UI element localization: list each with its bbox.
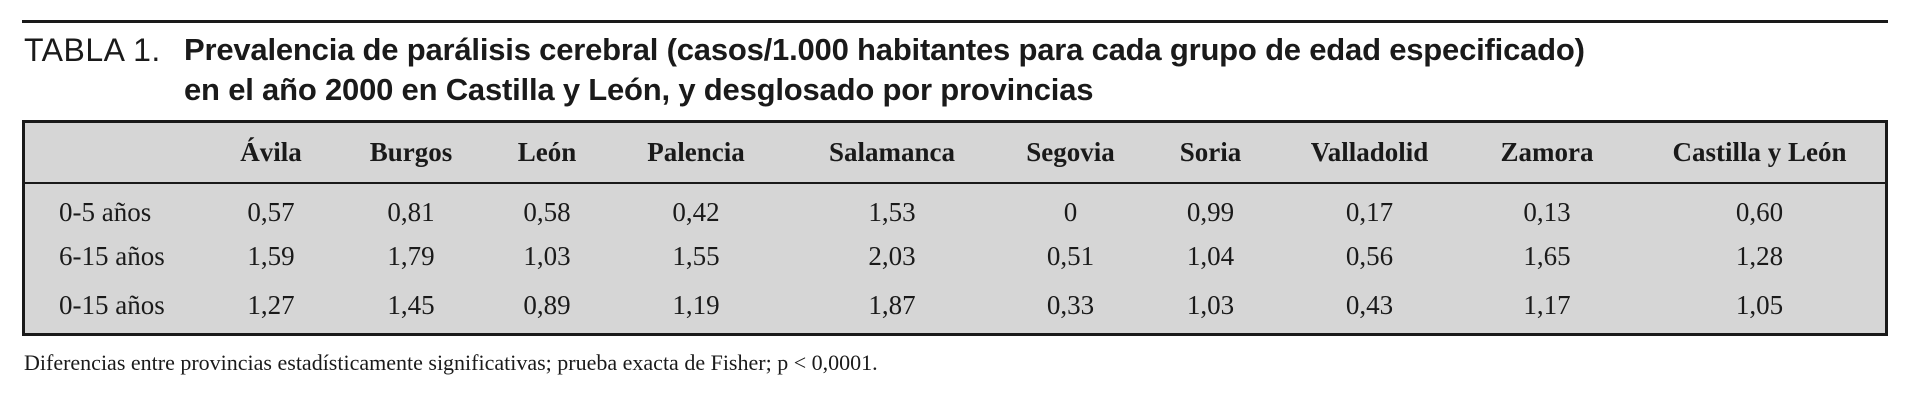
table-cell: 0 (1063, 196, 1078, 227)
table-cell: 0,17 (1345, 196, 1394, 227)
table-cell: 1,03 (1186, 290, 1235, 320)
table-number: TABLA 1. (24, 32, 161, 68)
table-cell: 0,81 (387, 196, 435, 227)
header-cell-salamanca: Salamanca (828, 137, 955, 167)
table-cell: 0,33 (1046, 290, 1095, 320)
table-cell: 0,13 (1523, 196, 1571, 227)
top-rule (22, 20, 1888, 23)
table-cell: 1,45 (387, 290, 435, 320)
table-cell: 0,56 (1345, 241, 1394, 271)
table-cell: 1,87 (868, 290, 916, 320)
table-cell: 0,42 (672, 196, 720, 227)
table-cell: 1,55 (672, 241, 720, 271)
prevalence-table: Ávila Burgos León Palencia Salamanca Seg… (22, 120, 1888, 336)
table-cell: 0,99 (1186, 196, 1235, 227)
table-caption: TABLA 1. Prevalencia de parálisis cerebr… (24, 30, 1884, 110)
table-cell: 1,03 (523, 241, 571, 271)
table-cell: 1,79 (387, 241, 435, 271)
header-cell-segovia: Segovia (1026, 137, 1115, 167)
row-label: 6-15 años (59, 241, 165, 271)
row-label: 0-5 años (59, 196, 152, 227)
table-cell: 0,57 (247, 196, 295, 227)
table-cell: 1,05 (1735, 290, 1784, 320)
table-row: 6-15 años 1,59 1,79 1,03 1,55 2,03 0,51 … (25, 232, 1885, 281)
header-cell-palencia: Palencia (647, 137, 745, 167)
table-cell: 1,53 (868, 196, 916, 227)
table-row: 0-15 años 1,27 1,45 0,89 1,19 1,87 0,33 … (25, 281, 1885, 330)
header-cell-leon: León (517, 137, 577, 167)
table-cell: 0,58 (523, 196, 571, 227)
table-cell: 0,43 (1345, 290, 1394, 320)
table-title-line-1: Prevalencia de parálisis cerebral (casos… (184, 32, 1585, 67)
table-cell: 0,60 (1735, 196, 1784, 227)
table-cell: 1,59 (247, 241, 295, 271)
table-cell: 1,17 (1523, 290, 1571, 320)
table-cell: 2,03 (868, 241, 916, 271)
header-cell-valladolid: Valladolid (1310, 137, 1429, 167)
header-cell-zamora: Zamora (1500, 137, 1594, 167)
table-cell: 1,27 (247, 290, 295, 320)
table-footnote: Diferencias entre provincias estadística… (24, 350, 878, 375)
table-title-line-2: en el año 2000 en Castilla y León, y des… (184, 72, 1094, 107)
table-row: 0-5 años 0,57 0,81 0,58 0,42 1,53 0 0,99… (25, 183, 1885, 232)
table-cell: 1,28 (1735, 241, 1784, 271)
table-cell: 0,51 (1046, 241, 1095, 271)
row-label: 0-15 años (59, 290, 165, 320)
header-cell-castilla-y-leon: Castilla y León (1672, 137, 1847, 167)
table-title: Prevalencia de parálisis cerebral (casos… (184, 30, 1585, 110)
header-cell-avila: Ávila (240, 137, 302, 167)
data-table: Ávila Burgos León Palencia Salamanca Seg… (25, 123, 1885, 330)
table-cell: 1,04 (1186, 241, 1235, 271)
header-cell-soria: Soria (1179, 137, 1242, 167)
header-cell-empty (25, 123, 207, 183)
table-cell: 1,19 (672, 290, 720, 320)
table-cell: 1,65 (1523, 241, 1571, 271)
header-row: Ávila Burgos León Palencia Salamanca Seg… (25, 123, 1885, 183)
table-cell: 0,89 (523, 290, 571, 320)
header-cell-burgos: Burgos (369, 137, 453, 167)
